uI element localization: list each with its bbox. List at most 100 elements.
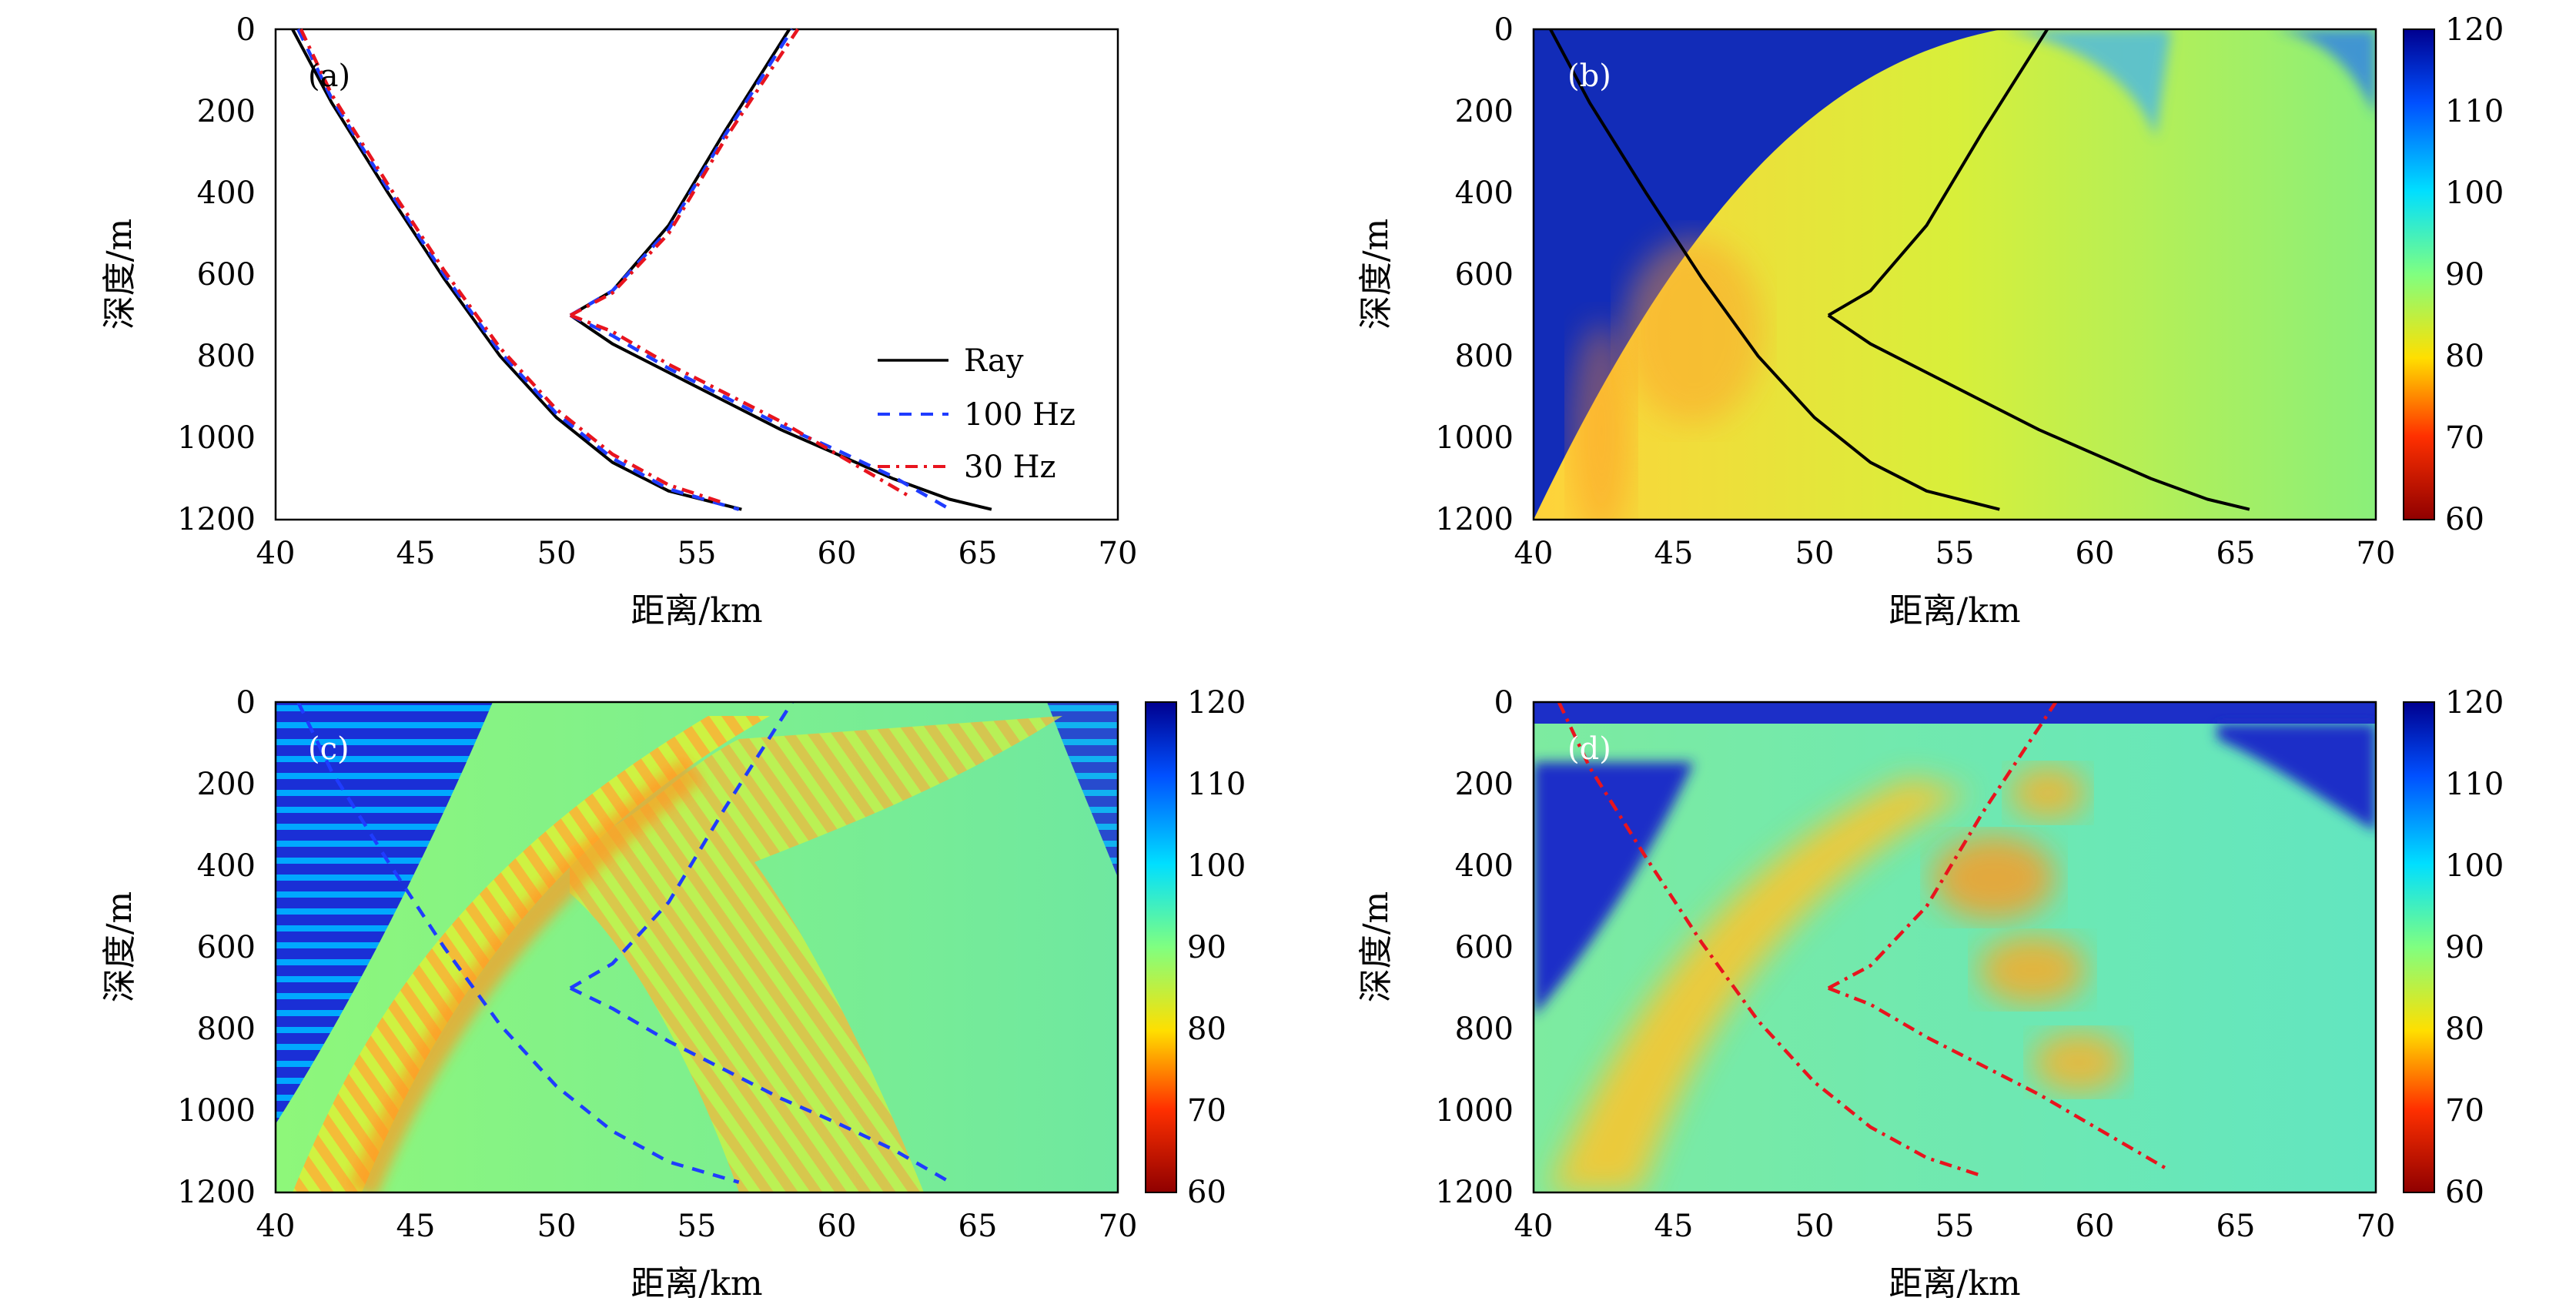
y-tick-label: 0 (236, 12, 256, 48)
y-ticks-c: 0 200 400 600 800 1000 1200 (177, 685, 256, 1210)
x-tick-label: 60 (818, 536, 857, 571)
overlay-hz30-segment-1 (1828, 986, 2166, 1170)
y-tick-label: 1000 (177, 1093, 256, 1129)
colorbar-tick: 110 (1187, 767, 1246, 802)
y-tick-label: 1000 (177, 420, 256, 456)
x-tick-label: 50 (537, 1209, 577, 1244)
series-hz100-segment-0 (296, 28, 740, 511)
colorbar-b: 120 110 100 90 80 70 60 (2403, 12, 2504, 537)
x-tick-label: 45 (396, 1209, 436, 1244)
y-tick-label: 200 (1455, 94, 1514, 129)
x-ticks-b: 40 45 50 55 60 65 70 (1514, 536, 2396, 571)
colorbar-tick: 110 (2445, 767, 2504, 802)
panel-d: (d) 0 200 400 600 800 1000 1200 40 45 50… (1357, 685, 2504, 1303)
colorbar-tick: 70 (2445, 420, 2484, 456)
legend-label-ray: Ray (964, 343, 1024, 379)
plot-area-b (1532, 28, 2377, 521)
panel-c: (c) 0 200 400 600 800 1000 1200 40 45 50… (100, 685, 1246, 1303)
colorbar-tick: 120 (1187, 685, 1246, 721)
colorbar-tick: 100 (2445, 176, 2504, 211)
colorbar-tick: 120 (2445, 12, 2504, 48)
overlay-c (296, 701, 948, 1184)
legend-label-100hz: 100 Hz (964, 397, 1076, 433)
heatmap-d (1534, 702, 2376, 1192)
y-tick-label: 1200 (177, 1175, 256, 1210)
y-tick-label: 800 (1455, 1012, 1514, 1047)
colorbar-gradient (2403, 28, 2435, 520)
y-tick-label: 1200 (177, 502, 256, 537)
colorbar-tick: 90 (1187, 930, 1226, 965)
y-tick-label: 400 (1455, 176, 1514, 211)
y-tick-label: 200 (1455, 767, 1514, 802)
x-tick-label: 70 (2357, 1209, 2396, 1244)
y-tick-label: 600 (197, 257, 256, 293)
overlay-ray-segment-2 (1827, 28, 2049, 317)
x-tick-label: 40 (1514, 1209, 1554, 1244)
x-tick-label: 40 (256, 1209, 296, 1244)
overlay-hz100-segment-2 (569, 701, 794, 990)
y-tick-label: 600 (197, 930, 256, 965)
colorbar-tick: 90 (2445, 257, 2484, 293)
x-tick-label: 50 (1795, 1209, 1835, 1244)
panel-label-b: (b) (1567, 59, 1611, 94)
colorbar-d: 120 110 100 90 80 70 60 (2403, 685, 2504, 1210)
series-hz100-segment-1 (569, 313, 948, 510)
x-tick-label: 55 (677, 536, 717, 571)
panel-b: (b) 0 200 400 600 800 1000 1200 40 45 50… (1357, 12, 2504, 630)
x-axis-label-b: 距离/km (1889, 591, 2020, 630)
overlay-hz100-segment-1 (569, 986, 948, 1182)
series-hz30-segment-1 (570, 313, 908, 497)
overlay-ray-segment-1 (1827, 313, 2250, 511)
plot-area-c (274, 701, 1119, 1194)
y-tick-label: 600 (1455, 257, 1514, 293)
plot-area-a (274, 28, 1119, 521)
x-tick-label: 55 (677, 1209, 717, 1244)
colorbar-tick: 90 (2445, 930, 2484, 965)
y-tick-label: 1200 (1435, 502, 1514, 537)
y-tick-label: 200 (197, 94, 256, 129)
y-tick-label: 400 (1455, 848, 1514, 884)
overlay-hz30-segment-2 (1827, 701, 2058, 990)
y-ticks-b: 0 200 400 600 800 1000 1200 (1435, 12, 1514, 537)
colorbar-tick: 60 (2445, 1175, 2484, 1210)
x-tick-label: 60 (818, 1209, 857, 1244)
y-ticks-a: 0 200 400 600 800 1000 1200 (177, 12, 256, 537)
x-tick-label: 70 (1099, 536, 1138, 571)
colorbar-tick: 70 (1187, 1093, 1226, 1129)
overlay-hz30-segment-0 (1557, 701, 1984, 1178)
x-tick-label: 65 (958, 536, 998, 571)
x-tick-label: 60 (2076, 536, 2115, 571)
overlay-ray-segment-0 (1549, 28, 2000, 511)
x-axis-label-a: 距离/km (631, 591, 762, 630)
y-ticks-d: 0 200 400 600 800 1000 1200 (1435, 685, 1514, 1210)
y-tick-label: 800 (1455, 339, 1514, 374)
x-tick-label: 45 (396, 536, 436, 571)
series-group-a (291, 28, 992, 511)
y-tick-label: 1000 (1435, 420, 1514, 456)
x-tick-label: 50 (537, 536, 577, 571)
y-axis-label-a: 深度/m (100, 219, 139, 330)
x-tick-label: 55 (1935, 1209, 1975, 1244)
x-tick-label: 45 (1654, 1209, 1694, 1244)
series-ray-segment-1 (569, 313, 992, 511)
x-ticks-a: 40 45 50 55 60 65 70 (256, 536, 1138, 571)
x-tick-label: 40 (256, 536, 296, 571)
heatmap-c (276, 702, 1118, 1192)
x-tick-label: 65 (2216, 1209, 2256, 1244)
x-axis-label-d: 距离/km (1889, 1264, 2020, 1303)
heatmap-b (1534, 29, 2376, 520)
x-tick-label: 55 (1935, 536, 1975, 571)
series-hz30-segment-2 (569, 28, 800, 317)
panel-label-c: (c) (308, 731, 350, 767)
panel-label-a: (a) (308, 59, 350, 94)
series-hz30-segment-0 (299, 28, 726, 505)
y-tick-label: 800 (197, 339, 256, 374)
colorbar-tick: 110 (2445, 94, 2504, 129)
overlay-hz100-segment-0 (296, 701, 740, 1184)
y-axis-label-b: 深度/m (1357, 219, 1396, 330)
x-axis-label-c: 距离/km (631, 1264, 762, 1303)
legend-a: Ray 100 Hz 30 Hz (878, 343, 1076, 485)
panel-a: (a) Ray 100 Hz 30 Hz 0 200 400 600 800 1… (100, 12, 1137, 630)
y-tick-label: 1000 (1435, 1093, 1514, 1129)
